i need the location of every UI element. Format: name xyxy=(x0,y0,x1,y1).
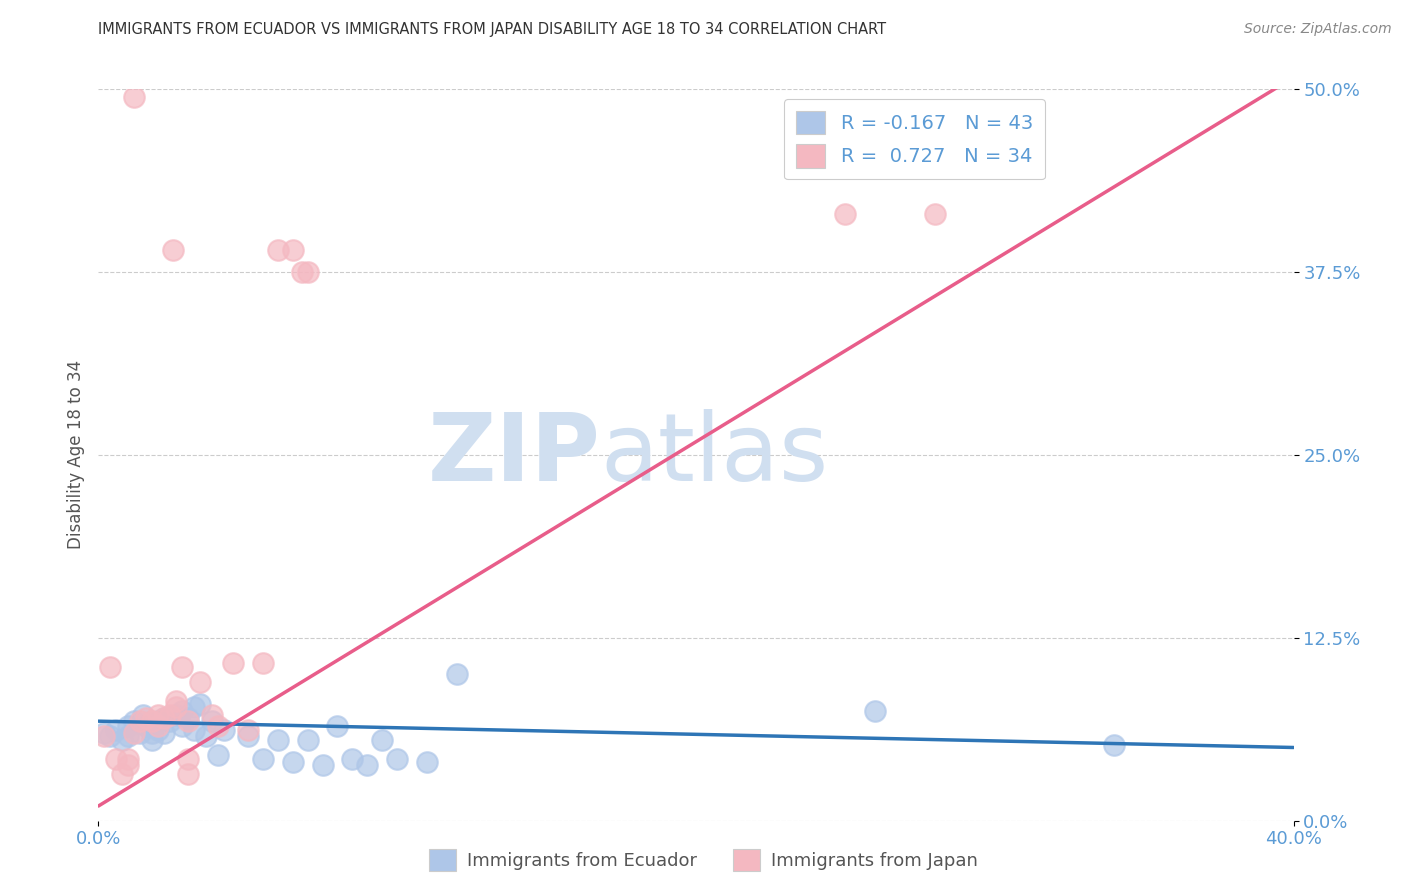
Point xyxy=(117,758,139,772)
Point xyxy=(148,708,170,723)
Point xyxy=(924,206,946,220)
Point xyxy=(290,265,312,279)
Point xyxy=(297,265,319,279)
Point xyxy=(165,708,187,723)
Point xyxy=(267,243,290,257)
Text: IMMIGRANTS FROM ECUADOR VS IMMIGRANTS FROM JAPAN DISABILITY AGE 18 TO 34 CORRELA: IMMIGRANTS FROM ECUADOR VS IMMIGRANTS FR… xyxy=(98,22,887,37)
Point xyxy=(159,708,181,723)
Point xyxy=(252,656,274,670)
Point xyxy=(267,733,290,747)
Point xyxy=(105,723,128,737)
Point xyxy=(252,752,274,766)
Point xyxy=(148,723,170,737)
Point xyxy=(297,733,319,747)
Text: atlas: atlas xyxy=(600,409,828,501)
Point xyxy=(124,89,146,103)
Point xyxy=(124,714,146,728)
Point xyxy=(129,714,152,728)
Point xyxy=(93,729,115,743)
Point xyxy=(153,711,176,725)
Text: ZIP: ZIP xyxy=(427,409,600,501)
Point xyxy=(311,758,333,772)
Point xyxy=(371,733,394,747)
Point xyxy=(385,752,409,766)
Point xyxy=(129,726,152,740)
Text: Source: ZipAtlas.com: Source: ZipAtlas.com xyxy=(1244,22,1392,37)
Point xyxy=(207,747,229,762)
Point xyxy=(148,714,170,728)
Point xyxy=(153,726,176,740)
Point xyxy=(162,243,184,257)
Legend: Immigrants from Ecuador, Immigrants from Japan: Immigrants from Ecuador, Immigrants from… xyxy=(422,842,984,879)
Point xyxy=(177,752,200,766)
Point xyxy=(183,723,205,737)
Point xyxy=(281,755,304,769)
Point xyxy=(177,714,200,728)
Point xyxy=(194,729,218,743)
Point xyxy=(356,758,378,772)
Point xyxy=(222,656,245,670)
Point xyxy=(188,674,211,689)
Point xyxy=(416,755,439,769)
Point xyxy=(172,660,194,674)
Point xyxy=(111,733,134,747)
Point xyxy=(236,729,259,743)
Point xyxy=(141,714,163,728)
Point xyxy=(98,660,122,674)
Point xyxy=(117,718,139,732)
Point xyxy=(201,708,224,723)
Point xyxy=(111,767,134,781)
Point xyxy=(834,206,856,220)
Point xyxy=(172,718,194,732)
Point xyxy=(342,752,364,766)
Point xyxy=(105,752,128,766)
Point xyxy=(124,726,146,740)
Point xyxy=(141,726,163,740)
Point xyxy=(165,699,187,714)
Point xyxy=(188,697,211,711)
Point xyxy=(153,711,176,725)
Point xyxy=(177,711,200,725)
Point xyxy=(446,667,468,681)
Point xyxy=(1104,738,1126,752)
Point xyxy=(159,714,181,728)
Point xyxy=(201,714,224,728)
Point xyxy=(207,718,229,732)
Point xyxy=(177,767,200,781)
Point xyxy=(172,704,194,718)
Point xyxy=(93,726,115,740)
Point xyxy=(165,694,187,708)
Point xyxy=(98,729,122,743)
Point xyxy=(135,718,157,732)
Point xyxy=(117,752,139,766)
Point xyxy=(281,243,304,257)
Point xyxy=(141,733,163,747)
Point xyxy=(212,723,235,737)
Point xyxy=(117,729,139,743)
Point xyxy=(132,708,155,723)
Point xyxy=(183,699,205,714)
Point xyxy=(865,704,887,718)
Point xyxy=(326,718,349,732)
Point xyxy=(148,718,170,732)
Point xyxy=(135,711,157,725)
Y-axis label: Disability Age 18 to 34: Disability Age 18 to 34 xyxy=(66,360,84,549)
Legend: R = -0.167   N = 43, R =  0.727   N = 34: R = -0.167 N = 43, R = 0.727 N = 34 xyxy=(785,99,1045,179)
Point xyxy=(236,723,259,737)
